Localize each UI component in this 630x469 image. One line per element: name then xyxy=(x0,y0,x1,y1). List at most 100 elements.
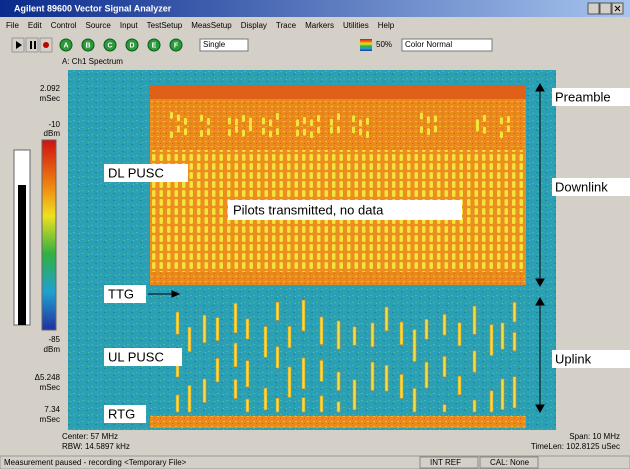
play-icon xyxy=(16,41,22,49)
scale-label: mSec xyxy=(40,415,60,424)
color-select[interactable] xyxy=(401,38,493,52)
label: TTG xyxy=(108,286,134,301)
burst xyxy=(200,130,203,138)
uplink-burst xyxy=(202,378,207,403)
burst xyxy=(352,115,355,123)
window-controls[interactable] xyxy=(587,2,624,15)
trace-letter: F xyxy=(174,42,179,49)
menu-item[interactable]: Utilities xyxy=(343,21,369,30)
uplink-burst xyxy=(233,303,238,334)
trace-letter: C xyxy=(107,42,112,49)
scale-label: dBm xyxy=(44,129,61,138)
burst xyxy=(269,130,272,138)
menu-item[interactable]: Source xyxy=(85,21,111,30)
scale-label: -10 xyxy=(48,120,60,129)
burst xyxy=(330,118,333,126)
scale-label: -85 xyxy=(48,335,60,344)
uplink-burst xyxy=(370,361,375,391)
menu-item[interactable]: Help xyxy=(378,21,395,30)
burst xyxy=(249,124,252,132)
menu-item[interactable]: Control xyxy=(51,21,77,30)
trace-button[interactable] xyxy=(125,38,139,52)
uplink-burst xyxy=(472,399,477,413)
uplink-burst xyxy=(457,376,462,395)
burst xyxy=(262,117,265,125)
window-title: Agilent 89600 Vector Signal Analyzer xyxy=(14,3,172,13)
status-bar: Measurement paused - recording <Temporar… xyxy=(0,455,630,469)
uplink-burst xyxy=(489,324,494,356)
uplink-burst xyxy=(301,397,306,413)
uplink-burst xyxy=(352,379,357,411)
trace-button[interactable] xyxy=(147,38,161,52)
burst xyxy=(242,114,245,122)
uplink-burst xyxy=(202,314,207,344)
uplink-burst xyxy=(319,395,324,413)
burst xyxy=(269,119,272,127)
uplink-burst xyxy=(263,387,268,411)
trace-letter: D xyxy=(129,42,134,49)
burst xyxy=(276,128,279,136)
center: Center: 57 MHz xyxy=(62,432,118,441)
label: Uplink xyxy=(555,351,592,366)
label: Preamble xyxy=(555,89,611,104)
burst xyxy=(420,112,423,120)
mode: Single xyxy=(203,40,226,49)
burst xyxy=(476,119,479,127)
burst xyxy=(366,131,369,139)
uplink-burst xyxy=(500,322,505,350)
menu-item[interactable]: Trace xyxy=(276,21,297,30)
menu-item[interactable]: Markers xyxy=(305,21,334,30)
uplink-burst xyxy=(275,397,280,413)
uplink-burst xyxy=(301,357,306,390)
menu-item[interactable]: MeasSetup xyxy=(191,21,232,30)
trace-button[interactable] xyxy=(81,38,95,52)
rbw: RBW: 14.5897 kHz xyxy=(62,442,130,451)
menu-item[interactable]: TestSetup xyxy=(147,21,183,30)
burst xyxy=(303,117,306,125)
scale-label: 2.092 xyxy=(40,84,61,93)
burst xyxy=(352,126,355,134)
uplink-burst xyxy=(336,401,341,413)
menu-item[interactable]: Edit xyxy=(28,21,43,30)
uplink-burst xyxy=(263,326,268,358)
uplink-burst xyxy=(301,299,306,332)
burst xyxy=(170,112,173,120)
uplink-burst xyxy=(175,394,180,413)
status-cal: CAL: None xyxy=(490,458,530,467)
uplink-burst xyxy=(370,322,375,348)
trace-letter: E xyxy=(152,42,157,49)
burst xyxy=(427,116,430,124)
status-message: Measurement paused - recording <Temporar… xyxy=(4,458,187,467)
uplink-burst xyxy=(472,350,477,373)
uplink-burst xyxy=(215,358,220,383)
burst xyxy=(427,128,430,136)
uplink-burst xyxy=(233,379,238,399)
scale-label: dBm xyxy=(44,345,61,354)
burst xyxy=(359,128,362,136)
trace-button[interactable] xyxy=(169,38,183,52)
burst xyxy=(170,131,173,139)
trace-letter: A xyxy=(63,42,68,49)
uplink-burst xyxy=(319,316,324,345)
uplink-burst xyxy=(287,366,292,398)
burst xyxy=(434,125,437,133)
burst xyxy=(184,128,187,136)
mode-select[interactable] xyxy=(199,38,249,52)
trace-button[interactable] xyxy=(103,38,117,52)
uplink-burst xyxy=(245,360,250,388)
burst xyxy=(507,125,510,133)
menu-item[interactable]: Display xyxy=(241,21,267,30)
uplink-burst xyxy=(352,326,357,346)
uplink-burst xyxy=(424,361,429,389)
burst xyxy=(296,119,299,127)
title-bar xyxy=(0,0,630,17)
burst xyxy=(235,125,238,133)
uplink-burst xyxy=(384,365,389,392)
burst xyxy=(420,126,423,134)
burst xyxy=(330,126,333,134)
menu-item[interactable]: File xyxy=(6,21,19,30)
trace-button[interactable] xyxy=(59,38,73,52)
arrows xyxy=(148,82,545,414)
menu-item[interactable]: Input xyxy=(120,21,139,30)
